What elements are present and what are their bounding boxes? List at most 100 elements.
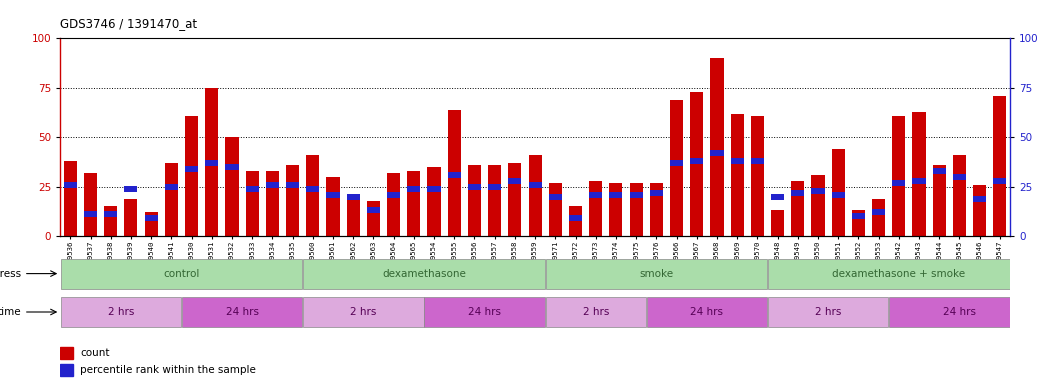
Bar bbox=[549, 183, 562, 236]
Bar bbox=[387, 173, 401, 236]
Bar bbox=[144, 212, 158, 236]
Bar bbox=[407, 171, 420, 236]
Text: GDS3746 / 1391470_at: GDS3746 / 1391470_at bbox=[60, 17, 197, 30]
Bar bbox=[569, 207, 582, 236]
Bar bbox=[569, 215, 582, 221]
Bar bbox=[650, 183, 663, 236]
Text: 2 hrs: 2 hrs bbox=[350, 307, 377, 317]
Bar bbox=[731, 114, 744, 236]
Bar bbox=[428, 167, 440, 236]
Bar bbox=[347, 195, 360, 236]
Bar bbox=[831, 192, 845, 198]
Bar bbox=[609, 183, 623, 236]
Text: 2 hrs: 2 hrs bbox=[108, 307, 134, 317]
Bar bbox=[225, 137, 239, 236]
Bar bbox=[125, 199, 137, 236]
Bar bbox=[771, 194, 784, 200]
Bar bbox=[303, 258, 545, 289]
Bar bbox=[60, 346, 73, 359]
Bar bbox=[303, 297, 424, 327]
Bar bbox=[387, 192, 401, 198]
Bar bbox=[509, 163, 521, 236]
Bar bbox=[306, 155, 320, 236]
Bar bbox=[852, 210, 865, 236]
Bar bbox=[347, 194, 360, 200]
Bar bbox=[528, 155, 542, 236]
Bar bbox=[326, 177, 339, 236]
Bar bbox=[447, 109, 461, 236]
Bar bbox=[973, 185, 986, 236]
Bar bbox=[206, 88, 218, 236]
Bar bbox=[546, 258, 767, 289]
Bar bbox=[852, 214, 865, 219]
Text: percentile rank within the sample: percentile rank within the sample bbox=[80, 365, 256, 375]
Bar bbox=[366, 200, 380, 236]
Bar bbox=[246, 171, 258, 236]
Bar bbox=[872, 199, 885, 236]
Bar bbox=[509, 178, 521, 184]
Bar bbox=[185, 116, 198, 236]
Bar bbox=[60, 364, 73, 376]
Bar bbox=[791, 190, 804, 195]
Bar bbox=[590, 192, 602, 198]
Bar bbox=[690, 92, 704, 236]
Bar bbox=[731, 158, 744, 164]
Bar bbox=[165, 184, 177, 190]
Bar bbox=[425, 297, 545, 327]
Text: 24 hrs: 24 hrs bbox=[690, 307, 723, 317]
Bar bbox=[670, 160, 683, 166]
Bar bbox=[953, 174, 966, 180]
Bar bbox=[63, 182, 77, 188]
Bar bbox=[893, 116, 905, 236]
Text: dexamethasone: dexamethasone bbox=[382, 268, 466, 279]
Text: smoke: smoke bbox=[639, 268, 674, 279]
Bar bbox=[60, 258, 302, 289]
Bar bbox=[953, 155, 966, 236]
Bar bbox=[893, 180, 905, 186]
Bar bbox=[306, 186, 320, 192]
Bar bbox=[609, 192, 623, 198]
Text: 24 hrs: 24 hrs bbox=[943, 307, 976, 317]
Bar bbox=[650, 190, 663, 195]
Bar bbox=[710, 58, 723, 236]
Bar bbox=[63, 161, 77, 236]
Bar bbox=[690, 158, 704, 164]
Bar bbox=[104, 212, 117, 217]
Bar bbox=[890, 297, 1030, 327]
Bar bbox=[488, 165, 501, 236]
Bar bbox=[468, 184, 481, 190]
Bar bbox=[590, 181, 602, 236]
Bar bbox=[104, 207, 117, 236]
Text: 24 hrs: 24 hrs bbox=[468, 307, 501, 317]
Text: time: time bbox=[0, 307, 22, 317]
Bar bbox=[750, 116, 764, 236]
Bar bbox=[630, 183, 643, 236]
Text: count: count bbox=[80, 348, 110, 358]
Bar bbox=[266, 171, 279, 236]
Text: 24 hrs: 24 hrs bbox=[225, 307, 258, 317]
Bar bbox=[710, 150, 723, 156]
Bar bbox=[326, 192, 339, 198]
Bar bbox=[933, 165, 946, 236]
Bar bbox=[447, 172, 461, 178]
Bar bbox=[791, 181, 804, 236]
Bar bbox=[468, 165, 481, 236]
Bar bbox=[768, 297, 889, 327]
Bar bbox=[84, 173, 98, 236]
Bar bbox=[546, 297, 646, 327]
Bar bbox=[286, 165, 299, 236]
Bar bbox=[206, 160, 218, 166]
Text: dexamethasone + smoke: dexamethasone + smoke bbox=[832, 268, 965, 279]
Text: control: control bbox=[163, 268, 199, 279]
Bar bbox=[768, 258, 1030, 289]
Bar bbox=[630, 192, 643, 198]
Bar bbox=[812, 175, 824, 236]
Text: 2 hrs: 2 hrs bbox=[582, 307, 609, 317]
Bar bbox=[84, 212, 98, 217]
Bar bbox=[366, 207, 380, 214]
Bar bbox=[225, 164, 239, 170]
Text: stress: stress bbox=[0, 268, 22, 279]
Bar bbox=[750, 158, 764, 164]
Bar bbox=[670, 100, 683, 236]
Bar bbox=[246, 186, 258, 192]
